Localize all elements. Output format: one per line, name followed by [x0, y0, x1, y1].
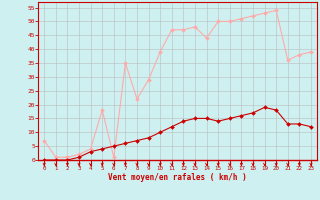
X-axis label: Vent moyen/en rafales ( km/h ): Vent moyen/en rafales ( km/h )	[108, 173, 247, 182]
